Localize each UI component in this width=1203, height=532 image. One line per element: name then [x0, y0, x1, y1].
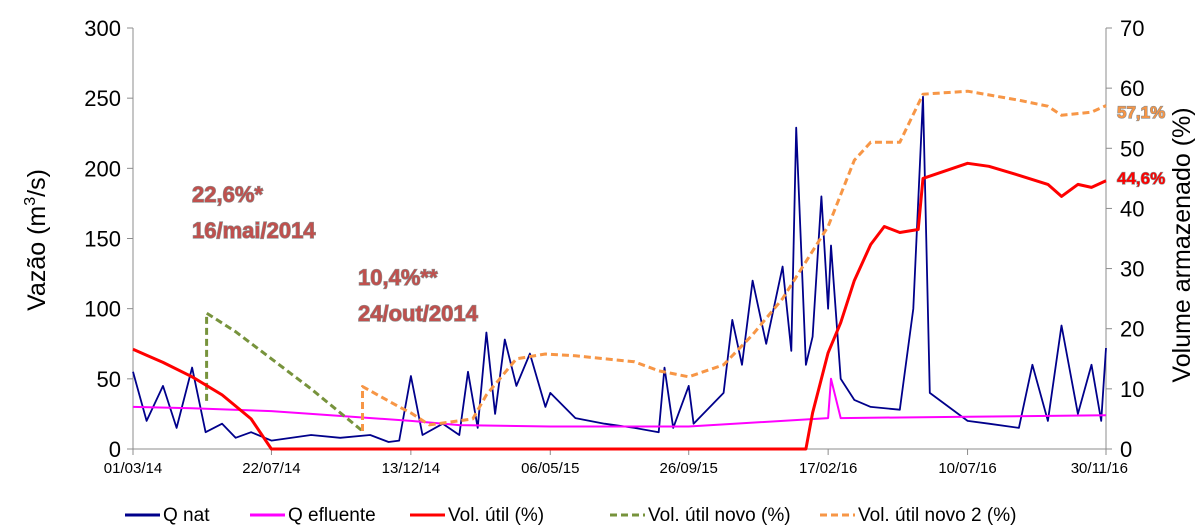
annotation-label-0: 22,6%*	[192, 182, 263, 207]
y-left-tick-label: 100	[84, 297, 121, 322]
annotation-layer: 22,6%* 16/mai/2014 10,4%** 24/out/2014 57,1%…	[191, 102, 1165, 326]
legend-label-3: Vol. útil novo (%)	[648, 505, 791, 526]
legend-label-0: Q nat	[163, 505, 210, 526]
y-left-tick-label: 250	[84, 86, 121, 111]
y-axis-left-label: Vazão (m3/s)	[22, 169, 51, 311]
x-tick-label: 30/11/16	[1071, 460, 1128, 477]
annotation-label-4: 57,1%	[1117, 103, 1165, 122]
y-right-tick-label: 0	[1120, 437, 1132, 462]
y-left-tick-label: 300	[84, 16, 121, 41]
x-tick-label: 06/05/15	[521, 460, 579, 477]
y-right-tick-label: 50	[1120, 136, 1144, 161]
y-right-tick-label: 60	[1120, 76, 1144, 101]
y-right-tick-label: 40	[1120, 196, 1144, 221]
y-right-tick-label: 30	[1120, 257, 1144, 282]
y-left-tick-label: 50	[97, 367, 121, 392]
x-tick-label: 26/09/15	[660, 460, 718, 477]
x-tick-label: 17/02/16	[799, 460, 857, 477]
series-layer	[132, 89, 1107, 451]
legend-label-2: Vol. útil (%)	[448, 505, 544, 526]
legend-label-1: Q efluente	[288, 505, 376, 526]
y-left-tick-label: 0	[109, 437, 121, 462]
legend: Q nat Q efluente Vol. útil (%) Vol. útil no…	[125, 505, 1016, 526]
annotation-label-5: 44,6%	[1117, 169, 1165, 188]
series-line-1	[132, 377, 1107, 428]
y-right-tick-label: 20	[1120, 317, 1144, 342]
annotation-label-1: 16/mai/2014	[192, 218, 316, 243]
legend-label-4: Vol. útil novo 2 (%)	[858, 505, 1016, 526]
x-tick-label: 13/12/14	[382, 460, 440, 477]
series-line-4	[361, 89, 1107, 431]
x-tick-label: 22/07/14	[242, 460, 300, 477]
series-line-3	[205, 311, 364, 433]
series-line-0	[132, 95, 1107, 443]
y-right-tick-label: 10	[1120, 377, 1144, 402]
plot-area: 0 50 100 150 200 250 300 0 10 20 30 40 50 60 70 01/03/1…	[84, 16, 1144, 477]
annotation-label-2: 10,4%**	[358, 265, 438, 290]
x-tick-label: 01/03/14	[104, 460, 162, 477]
y-right-tick-label: 70	[1120, 16, 1144, 41]
y-left-tick-label: 200	[84, 156, 121, 181]
y-axis-right-label: Volume armazenado (%)	[1168, 107, 1196, 382]
annotation-label-3: 24/out/2014	[358, 301, 479, 326]
series-line-2	[132, 161, 1107, 451]
x-tick-label: 10/07/16	[938, 460, 996, 477]
y-left-tick-label: 150	[84, 227, 121, 252]
